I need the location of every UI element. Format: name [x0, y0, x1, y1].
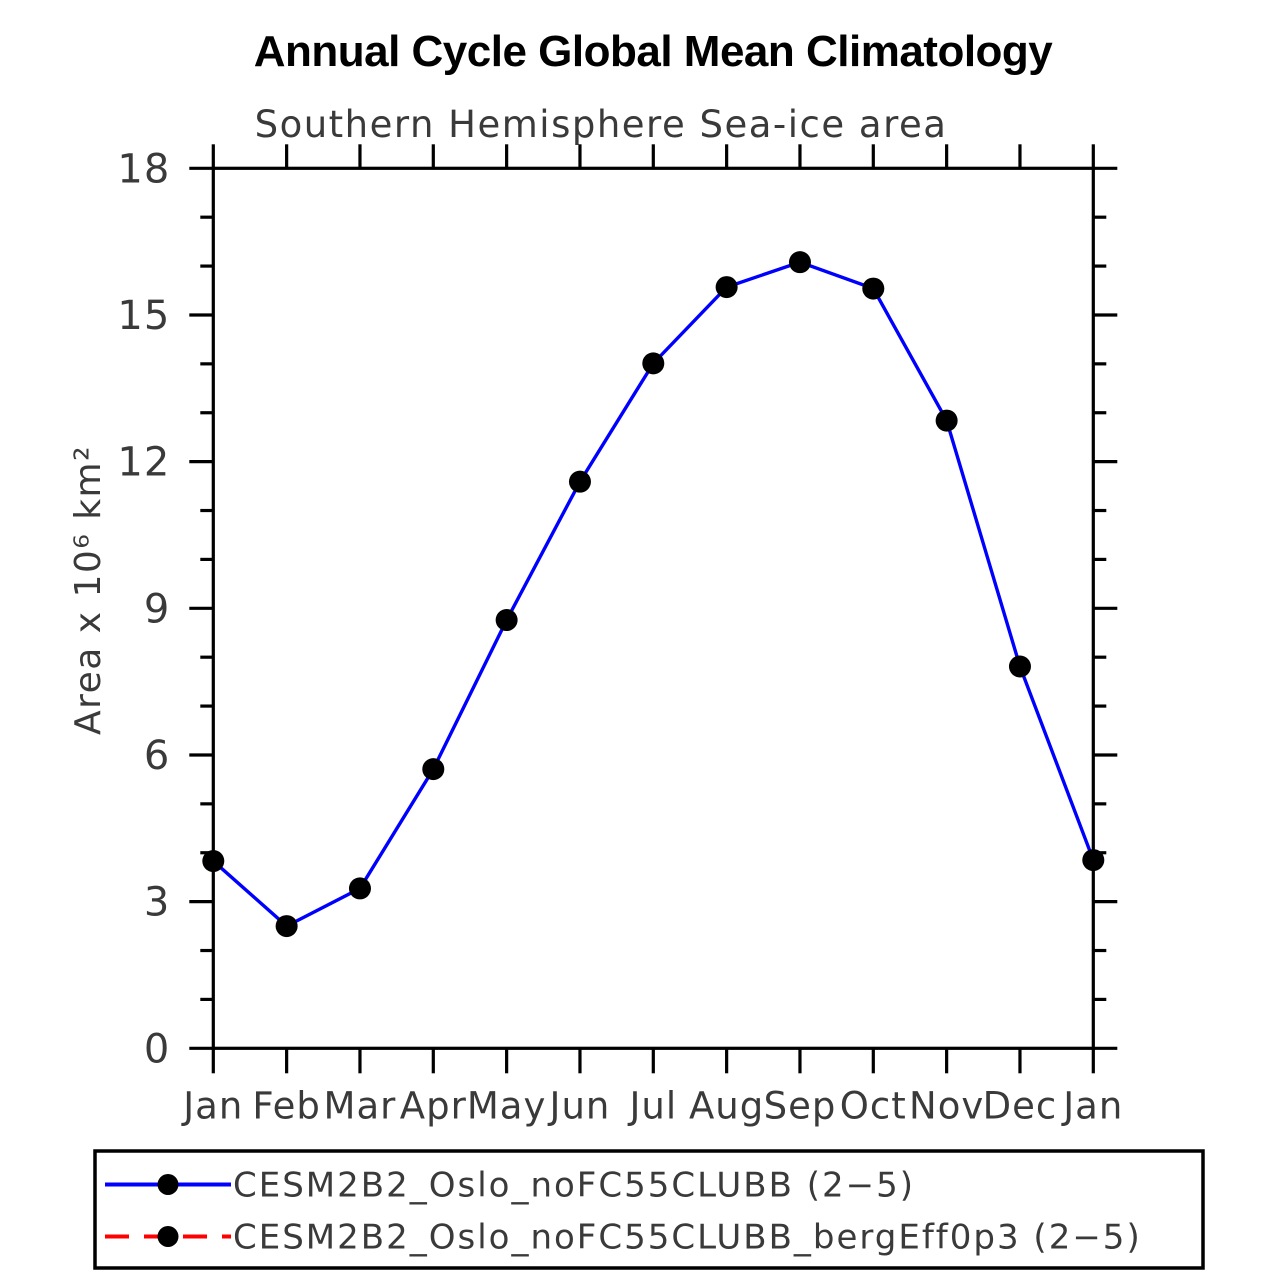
data-point-marker	[568, 470, 591, 493]
y-tick-label: 0	[144, 1026, 170, 1072]
data-point-marker	[1082, 849, 1105, 872]
data-point-marker	[788, 251, 811, 274]
y-tick-label: 9	[144, 586, 170, 632]
x-tick-label: Jul	[627, 1084, 677, 1127]
data-point-marker	[1008, 655, 1031, 678]
data-point-marker	[935, 409, 958, 432]
plot-border	[211, 166, 1095, 1050]
data-point-marker	[275, 915, 298, 938]
x-tick-label: Aug	[689, 1084, 764, 1127]
x-tick-label: Jun	[548, 1084, 611, 1127]
x-tick-label: Oct	[840, 1084, 907, 1127]
y-tick-label: 18	[117, 146, 170, 192]
x-tick-label: Dec	[983, 1084, 1058, 1127]
y-axis-title: Area x 10⁶ km²	[68, 445, 109, 735]
chart-subtitle: Southern Hemisphere Sea-ice area	[255, 103, 948, 146]
y-tick-label: 12	[117, 440, 170, 486]
x-tick-label: Sep	[764, 1084, 837, 1127]
y-tick-label: 3	[144, 880, 170, 926]
data-point-marker	[202, 850, 225, 873]
x-tick-label: Apr	[400, 1084, 467, 1127]
legend-marker-icon	[157, 1226, 179, 1247]
x-tick-label: May	[467, 1084, 547, 1127]
data-point-marker	[495, 609, 518, 632]
legend-label-series-1: CESM2B2_Oslo_noFC55CLUBB (2−5)	[233, 1166, 915, 1206]
x-tick-label: Mar	[324, 1084, 397, 1127]
data-point-marker	[862, 277, 885, 300]
x-tick-label: Jan	[181, 1084, 243, 1127]
x-tick-label: Jan	[1061, 1084, 1123, 1127]
legend-marker-icon	[157, 1174, 179, 1195]
x-tick-label: Feb	[252, 1084, 321, 1127]
y-tick-label: 6	[144, 733, 170, 779]
x-tick-label: Nov	[909, 1084, 984, 1127]
legend-border	[93, 1149, 1205, 1270]
chart-title: Annual Cycle Global Mean Climatology	[254, 27, 1054, 76]
data-point-marker	[422, 758, 445, 781]
legend: CESM2B2_Oslo_noFC55CLUBB (2−5) CESM2B2_O…	[93, 1149, 1205, 1270]
data-point-marker	[715, 276, 738, 299]
data-point-marker	[348, 877, 371, 900]
legend-label-series-2: CESM2B2_Oslo_noFC55CLUBB_bergEff0p3 (2−5…	[233, 1218, 1142, 1258]
y-tick-label: 15	[117, 293, 170, 339]
data-point-marker	[642, 352, 665, 375]
